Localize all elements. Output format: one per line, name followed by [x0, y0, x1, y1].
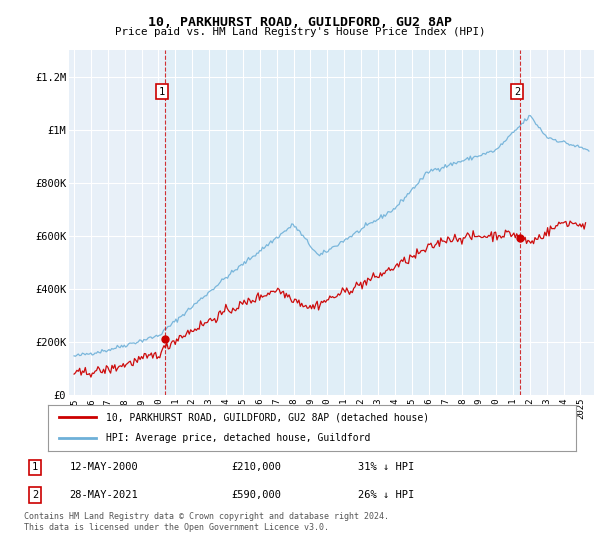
Text: 12-MAY-2000: 12-MAY-2000	[70, 462, 139, 472]
Text: 31% ↓ HPI: 31% ↓ HPI	[358, 462, 414, 472]
Text: 28-MAY-2021: 28-MAY-2021	[70, 490, 139, 500]
Text: Price paid vs. HM Land Registry's House Price Index (HPI): Price paid vs. HM Land Registry's House …	[115, 27, 485, 37]
Text: 2: 2	[32, 490, 38, 500]
Text: £210,000: £210,000	[231, 462, 281, 472]
Text: 26% ↓ HPI: 26% ↓ HPI	[358, 490, 414, 500]
Text: 10, PARKHURST ROAD, GUILDFORD, GU2 8AP (detached house): 10, PARKHURST ROAD, GUILDFORD, GU2 8AP (…	[106, 412, 429, 422]
Text: HPI: Average price, detached house, Guildford: HPI: Average price, detached house, Guil…	[106, 433, 370, 444]
Bar	[165, 50, 520, 395]
Text: Contains HM Land Registry data © Crown copyright and database right 2024.
This d: Contains HM Land Registry data © Crown c…	[24, 512, 389, 532]
Text: 1: 1	[32, 462, 38, 472]
Text: 10, PARKHURST ROAD, GUILDFORD, GU2 8AP: 10, PARKHURST ROAD, GUILDFORD, GU2 8AP	[148, 16, 452, 29]
Text: 2: 2	[514, 87, 520, 97]
Text: 1: 1	[159, 87, 166, 97]
Text: £590,000: £590,000	[231, 490, 281, 500]
